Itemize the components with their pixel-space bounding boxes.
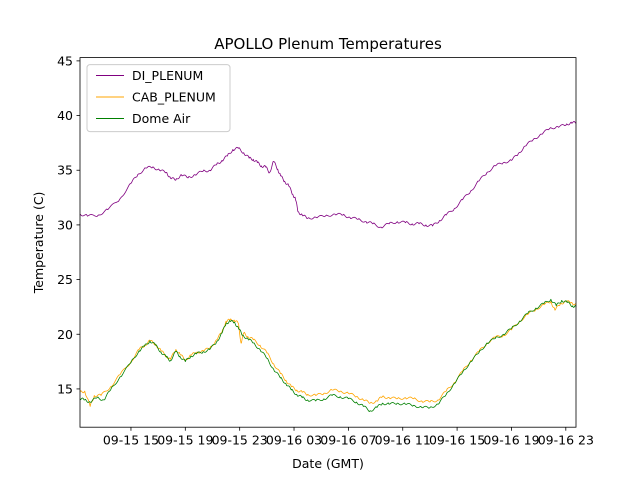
x-tick-label-09-16-23: 09-16 23 (538, 433, 594, 448)
y-tick-label-40: 40 (57, 108, 73, 123)
plot-frame (79, 57, 577, 428)
x-tick-label-09-15-23: 09-15 23 (212, 433, 268, 448)
series-line-di-plenum (79, 121, 577, 229)
series-group (79, 121, 577, 412)
x-tick-label-09-15-15: 09-15 15 (103, 433, 159, 448)
series-line-dome-air (79, 298, 577, 412)
x-tick-label-09-16-15: 09-16 15 (429, 433, 485, 448)
y-tick-label-25: 25 (57, 272, 73, 287)
y-tick-label-20: 20 (57, 327, 73, 342)
y-axis-label: Temperature (C) (31, 192, 46, 295)
legend-label-di-plenum: DI_PLENUM (132, 68, 203, 83)
legend: DI_PLENUM CAB_PLENUM Dome Air (86, 64, 231, 133)
x-tick-label-09-15-19: 09-15 19 (157, 433, 213, 448)
legend-label-dome-air: Dome Air (132, 111, 191, 126)
x-tick-label-09-16-11: 09-16 11 (375, 433, 431, 448)
x-axis-label: Date (GMT) (292, 456, 364, 471)
x-tick-label-09-16-03: 09-16 03 (266, 433, 322, 448)
x-tick-label-09-16-19: 09-16 19 (483, 433, 539, 448)
chart-title: APOLLO Plenum Temperatures (214, 35, 442, 53)
y-tick-label-15: 15 (57, 381, 73, 396)
x-tick-label-09-16-07: 09-16 07 (320, 433, 376, 448)
y-tick-label-35: 35 (57, 163, 73, 178)
legend-box (86, 64, 231, 133)
legend-label-cab-plenum: CAB_PLENUM (132, 90, 216, 105)
y-tick-label-30: 30 (57, 217, 73, 232)
y-axis: 15 20 25 30 35 40 45 (57, 53, 80, 396)
y-tick-label-45: 45 (57, 53, 73, 68)
